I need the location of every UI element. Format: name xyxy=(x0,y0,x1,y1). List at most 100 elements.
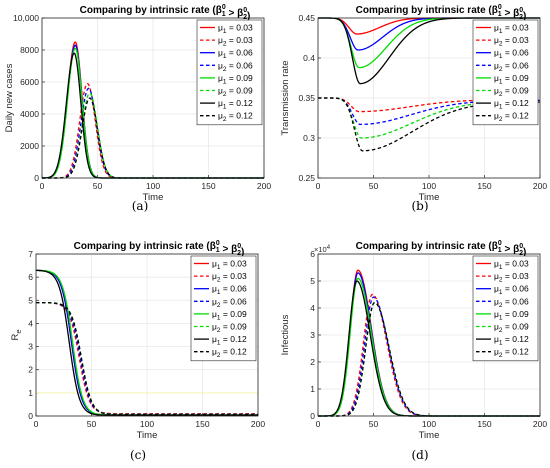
x-tick-label: 50 xyxy=(93,181,103,191)
legend-label: μ1 = 0.12 xyxy=(494,98,529,111)
y-axis-label: Daily new cases xyxy=(4,63,15,132)
y-tick-label: 5 xyxy=(310,276,315,286)
legend-label: μ2 = 0.12 xyxy=(218,111,253,124)
x-tick-label: 100 xyxy=(146,181,160,191)
legend-label: μ1 = 0.03 xyxy=(494,259,529,272)
x-tick-label: 100 xyxy=(422,181,436,191)
y-tick-label: 1 xyxy=(28,388,33,398)
legend-label: μ2 = 0.09 xyxy=(212,322,247,335)
y-tick-label: 7 xyxy=(28,249,33,259)
legend-label: μ1 = 0.03 xyxy=(218,23,253,36)
legend-label: μ1 = 0.09 xyxy=(218,73,253,86)
y-tick-label: 2 xyxy=(28,365,33,375)
axes-frame xyxy=(35,253,259,417)
x-tick-label: 150 xyxy=(477,419,491,429)
panel-caption: (b) xyxy=(411,199,428,213)
x-tick-label: 0 xyxy=(316,419,321,429)
legend-label: μ2 = 0.09 xyxy=(218,86,253,99)
y-tick-label: 0 xyxy=(34,173,39,183)
axes-frame xyxy=(317,253,541,417)
legend-label: μ1 = 0.12 xyxy=(212,334,247,347)
y-axis-label: Re xyxy=(10,329,23,340)
legend-label: μ2 = 0.12 xyxy=(494,347,529,360)
x-tick-label: 100 xyxy=(140,419,154,429)
y-tick-label: 4000 xyxy=(20,109,39,119)
x-tick-label: 0 xyxy=(40,181,45,191)
x-tick-label: 200 xyxy=(251,419,265,429)
chart-title: Comparing by intrinsic rate (β0 1 > β0 2) xyxy=(74,240,245,258)
legend-box xyxy=(190,255,257,362)
legend-label: μ2 = 0.06 xyxy=(494,296,529,309)
x-tick-label: 0 xyxy=(34,419,39,429)
y-tick-label: 0 xyxy=(310,411,315,421)
legend-label: μ2 = 0.06 xyxy=(218,60,253,73)
legend-label: μ2 = 0.03 xyxy=(494,35,529,48)
legend-box xyxy=(472,255,539,362)
y-tick-label: 0.45 xyxy=(298,13,315,23)
chart-title: Comparing by intrinsic rate (β0 1 > β0 2) xyxy=(80,4,251,22)
y-tick-label: 4 xyxy=(28,318,33,328)
legend-label: μ2 = 0.03 xyxy=(212,271,247,284)
legend-label: μ1 = 0.03 xyxy=(494,23,529,36)
x-tick-label: 200 xyxy=(257,181,271,191)
x-tick-label: 50 xyxy=(369,181,379,191)
legend-label: μ2 = 0.03 xyxy=(218,35,253,48)
x-tick-label: 150 xyxy=(477,181,491,191)
legend-label: μ2 = 0.12 xyxy=(212,347,247,360)
x-axis-label: Time xyxy=(137,430,158,441)
x-tick-label: 200 xyxy=(533,181,547,191)
y-tick-label: 6 xyxy=(28,272,33,282)
y-tick-label: 5 xyxy=(28,295,33,305)
panel-caption: (c) xyxy=(130,448,146,462)
axis-exponent: ×104 xyxy=(314,245,331,254)
series-line--2-0-09 xyxy=(317,97,541,139)
legend-label: μ2 = 0.09 xyxy=(494,322,529,335)
legend-label: μ2 = 0.06 xyxy=(212,296,247,309)
legend-box xyxy=(196,19,263,126)
y-tick-label: 0.4 xyxy=(303,53,315,63)
x-tick-label: 150 xyxy=(201,181,215,191)
legend-label: μ1 = 0.12 xyxy=(494,334,529,347)
axes-frame xyxy=(317,17,541,179)
y-tick-label: 0 xyxy=(28,411,33,421)
panel-a: 0 50 100 150 2000200040006000800010,000Compa… xyxy=(4,4,271,213)
y-tick-label: 6 xyxy=(310,249,315,259)
legend-label: μ1 = 0.06 xyxy=(212,284,247,297)
legend-box xyxy=(472,19,539,126)
y-tick-label: 8000 xyxy=(20,45,39,55)
panel-caption: (a) xyxy=(132,199,149,213)
chart-title: Comparing by intrinsic rate (β0 1 > β0 2) xyxy=(356,4,527,22)
y-tick-label: 0.3 xyxy=(303,133,315,143)
legend-label: μ1 = 0.06 xyxy=(494,284,529,297)
chart-title: Comparing by intrinsic rate (β0 1 > β0 2) xyxy=(356,240,527,258)
series-line--2-0-12 xyxy=(35,301,259,416)
axes-frame xyxy=(41,17,265,179)
legend-label: μ2 = 0.12 xyxy=(494,111,529,124)
legend-label: μ2 = 0.03 xyxy=(494,271,529,284)
x-tick-label: 0 xyxy=(316,181,321,191)
y-tick-label: 6000 xyxy=(20,77,39,87)
y-tick-label: 3 xyxy=(28,342,33,352)
y-axis-label: Infectious xyxy=(280,314,291,355)
x-tick-label: 100 xyxy=(422,419,436,429)
series-line--1-0-12 xyxy=(35,269,259,416)
legend-label: μ1 = 0.06 xyxy=(218,48,253,61)
panel-b: 0 50 100 150 200 0.25 0.3 0.35 0.4 0.45 Comparing … xyxy=(280,4,547,213)
legend-label: μ1 = 0.06 xyxy=(494,48,529,61)
panel-c: 0 50 100 150 200 0 1 2 3 4 5 6 7 Comparing by intrins… xyxy=(10,240,265,462)
series-line--2-0-03 xyxy=(317,97,541,113)
series-line--2-0-03 xyxy=(35,301,259,415)
legend-label: μ1 = 0.09 xyxy=(494,73,529,86)
y-tick-label: 3 xyxy=(310,330,315,340)
y-tick-label: 2000 xyxy=(20,141,39,151)
y-axis-label: Transmission rate xyxy=(280,60,291,135)
x-tick-label: 50 xyxy=(369,419,379,429)
panel-d: 0 50 100 150 200 0 1 2 3 4 5 6 Comparing by intrinsi… xyxy=(280,240,547,462)
legend-label: μ1 = 0.09 xyxy=(212,309,247,322)
y-tick-label: 2 xyxy=(310,357,315,367)
